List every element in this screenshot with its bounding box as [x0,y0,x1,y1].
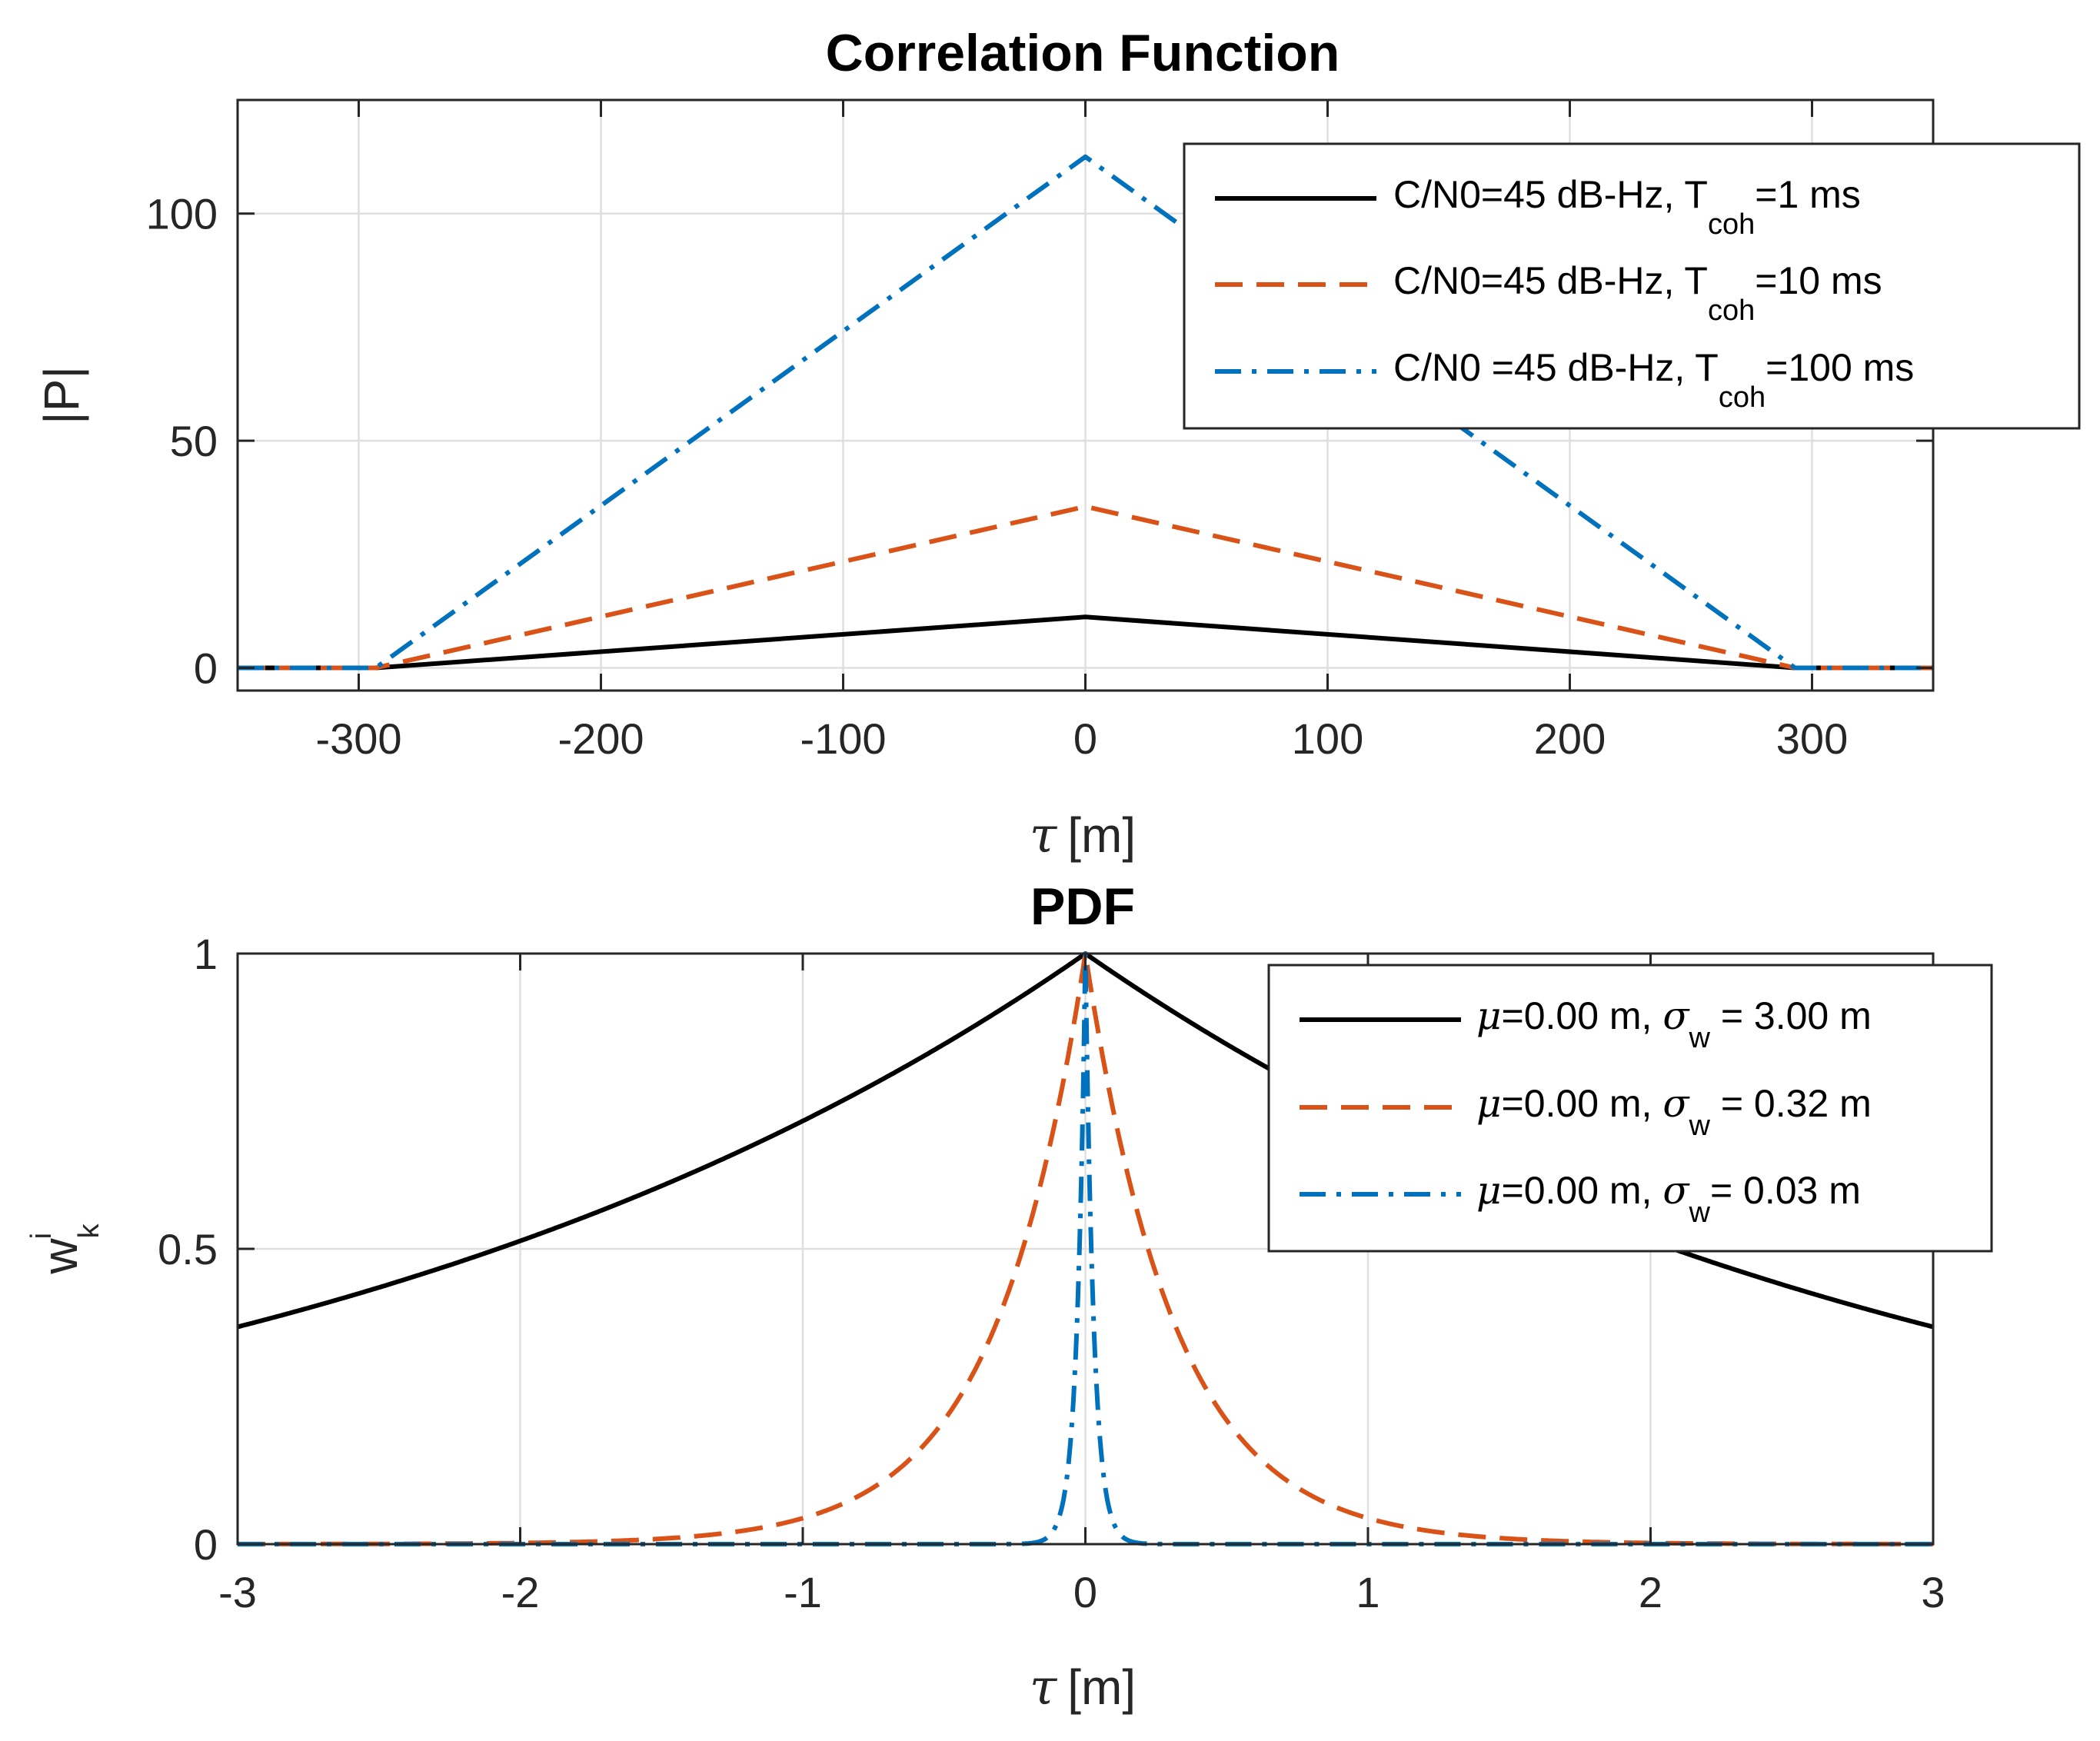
y-axis-label: wk i [25,1223,105,1274]
legend-box [1183,142,2081,430]
y-tick-labels: 00.51 [158,930,218,1569]
x-tick-label: 2 [1639,1568,1662,1616]
pdf-chart: PDF -3 -2 -1 0 1 2 3 00.51 τ [m] wki μ=0.00 m, … [25,877,1993,1716]
x-axis-label: τ [m] [1030,807,1136,864]
legend-text: = 0.32 m [1710,1082,1872,1125]
legend-text: =100 ms [1766,346,1914,389]
ticks [238,100,1933,691]
x-tick-labels: -3 -2 -1 0 1 2 3 [218,1568,1945,1616]
y-tick-label: 50 [170,417,218,465]
legend-text: =0.00 m, [1502,994,1663,1037]
legend-text: = 0.03 m [1710,1169,1861,1212]
x-tick-label: 0 [1073,1568,1097,1616]
legend-symbol: σ [1662,1168,1690,1213]
x-tick-label: 1 [1356,1568,1379,1616]
y-tick-label: 0 [194,1520,218,1569]
series-lines [238,154,1933,671]
ticks [236,952,1935,1546]
legend-entry-003m: μ=0.00 m, σw= 0.03 m [1476,1168,1861,1229]
y-axis-subscript: k [73,1223,105,1238]
y-tick-labels: 0 50 100 [146,190,218,693]
legend-subscript: w [1688,1022,1710,1054]
legend: C/N0=45 dB-Hz, Tcoh=1 ms C/N0=45 dB-Hz, … [1183,142,2081,430]
legend-text: =1 ms [1755,173,1861,216]
x-axis-unit: [m] [1067,807,1136,863]
x-tick-label: -100 [800,714,886,763]
legend-symbol: μ [1476,1081,1502,1126]
x-tick-label: -1 [784,1568,822,1616]
x-tick-label: 0 [1073,714,1097,763]
x-tick-labels: -300 -200 -100 0 100 200 300 [315,714,1848,763]
series-line-3 [238,154,1933,671]
chart-title: Correlation Function [826,24,1340,82]
y-tick-label: 100 [146,190,218,238]
legend-text: C/N0=45 dB-Hz, T [1393,173,1708,216]
legend-text: C/N0=45 dB-Hz, T [1393,259,1708,302]
legend-subscript: coh [1708,295,1755,327]
legend-entry-032m: μ=0.00 m, σw = 0.32 m [1476,1081,1872,1142]
x-tick-label: 3 [1921,1568,1945,1616]
legend-text: = 3.00 m [1710,994,1872,1037]
legend-text: =0.00 m, [1502,1169,1663,1212]
legend-symbol: σ [1662,994,1690,1038]
legend-symbol: μ [1476,1168,1502,1213]
x-tick-label: 300 [1776,714,1848,763]
legend-symbol: σ [1662,1081,1690,1126]
x-tick-label: 100 [1292,714,1363,763]
x-tick-label: -300 [315,714,401,763]
correlation-chart: Correlation Function -300 -200 -100 0 100 200… [34,24,2081,864]
x-axis-symbol: τ [1030,1659,1058,1716]
legend: μ=0.00 m, σw = 3.00 m μ=0.00 m, σw = 0.3… [1267,964,1993,1253]
x-tick-label: -2 [501,1568,540,1616]
y-tick-label: 0 [194,644,218,692]
legend-text: =10 ms [1755,259,1882,302]
legend-subscript: coh [1708,208,1755,241]
x-axis-unit: [m] [1067,1659,1136,1715]
legend-entry-3m: μ=0.00 m, σw = 3.00 m [1476,994,1872,1054]
x-tick-label: -3 [218,1568,257,1616]
legend-text: =0.00 m, [1502,1082,1663,1125]
y-tick-label: 1 [194,930,218,978]
x-tick-label: -200 [557,714,644,763]
legend-subscript: w [1688,1197,1710,1229]
legend-entry-100ms: C/N0 =45 dB-Hz, Tcoh=100 ms [1393,346,1914,414]
legend-text: C/N0 =45 dB-Hz, T [1393,346,1719,389]
chart-title: PDF [1030,877,1135,936]
legend-entry-1ms: C/N0=45 dB-Hz, Tcoh=1 ms [1393,173,1861,241]
x-tick-label: 200 [1534,714,1606,763]
y-axis-label: |P| [34,366,89,424]
y-axis-base: w [32,1238,88,1275]
legend-symbol: μ [1476,994,1502,1038]
x-axis-symbol: τ [1030,807,1058,864]
y-axis-superscript: i [25,1233,58,1239]
x-axis-label: τ [m] [1030,1659,1136,1716]
legend-entry-10ms: C/N0=45 dB-Hz, Tcoh=10 ms [1393,259,1882,327]
y-tick-label: 0.5 [158,1225,218,1273]
legend-subscript: coh [1719,381,1766,414]
legend-subscript: w [1688,1110,1710,1142]
